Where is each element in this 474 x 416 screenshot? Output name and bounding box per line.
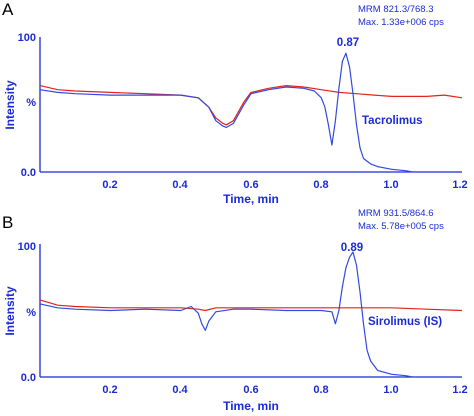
panel-b-xtick-1.2: 1.2 — [452, 384, 467, 396]
panel-a-letter: A — [2, 0, 14, 19]
panel-a-ytick-pct: % — [26, 97, 36, 109]
panel-b-xtick-0.2: 0.2 — [102, 384, 117, 396]
panel-b-xtick-1.0: 1.0 — [383, 384, 398, 396]
panel-a-xtick-0.4: 0.4 — [172, 179, 188, 191]
red-trace-b — [39, 299, 463, 312]
panel-a: A MRM 821.3/768.3 Max. 1.33e+006 cps 100… — [2, 0, 468, 206]
red-trace-a — [39, 85, 463, 126]
panel-b: B MRM 931.5/864.6 Max. 5.78e+005 cps 100… — [2, 208, 468, 413]
panel-b-xtick-0.6: 0.6 — [243, 384, 258, 396]
panel-a-xtick-0.8: 0.8 — [313, 179, 328, 191]
panel-a-ylabel: Intensity — [3, 80, 17, 130]
blue-trace-a — [39, 52, 413, 173]
panel-a-xtick-1.2: 1.2 — [452, 179, 467, 191]
panel-b-ytick-0: 0.0 — [21, 372, 36, 384]
panel-b-xtick-0.4: 0.4 — [172, 384, 188, 396]
panel-b-peak-label: 0.89 — [341, 242, 363, 254]
panel-b-series — [39, 251, 463, 378]
panel-b-mrm: MRM 931.5/864.6 — [358, 208, 434, 219]
blue-trace-b — [39, 251, 413, 378]
panel-b-ylabel: Intensity — [3, 286, 17, 336]
panel-b-ytick-pct: % — [26, 307, 36, 319]
panel-a-ytick-0: 0.0 — [21, 167, 36, 179]
panel-a-ytick-100: 100 — [18, 32, 36, 44]
panel-a-xtick-0.2: 0.2 — [102, 179, 117, 191]
panel-a-xlabel: Time, min — [223, 192, 279, 206]
panel-a-xtick-1.0: 1.0 — [383, 179, 398, 191]
panel-a-mrm: MRM 821.3/768.3 — [358, 4, 434, 15]
panel-b-compound-label: Sirolimus (IS) — [368, 316, 442, 328]
panel-b-ytick-100: 100 — [18, 241, 36, 253]
panel-b-xlabel: Time, min — [223, 399, 279, 413]
panel-a-series — [39, 52, 463, 173]
panel-b-xtick-0.8: 0.8 — [313, 384, 328, 396]
panel-b-max: Max. 5.78e+005 cps — [358, 221, 444, 232]
panel-a-xtick-0.6: 0.6 — [243, 179, 258, 191]
panel-a-max: Max. 1.33e+006 cps — [358, 17, 444, 28]
panel-a-compound-label: Tacrolimus — [362, 115, 423, 127]
panel-b-letter: B — [2, 213, 13, 232]
panel-a-peak-label: 0.87 — [337, 37, 359, 49]
